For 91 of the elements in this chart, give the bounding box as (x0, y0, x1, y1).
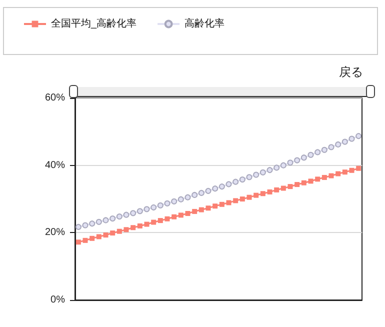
y-tick-label: 20% (44, 227, 66, 238)
point (116, 214, 122, 220)
point (280, 186, 286, 191)
point (96, 234, 102, 240)
point (246, 174, 252, 180)
point (260, 169, 266, 176)
point (178, 212, 184, 218)
point (171, 198, 178, 204)
point (116, 228, 122, 234)
point (198, 207, 204, 212)
point (212, 186, 218, 192)
point (151, 220, 156, 225)
point (150, 204, 157, 210)
point (219, 202, 224, 207)
point (294, 182, 300, 188)
point (137, 223, 142, 228)
point (96, 218, 102, 225)
point (328, 144, 334, 150)
point (192, 208, 198, 214)
point (267, 189, 272, 194)
point (144, 222, 150, 227)
point (158, 218, 163, 224)
point (301, 180, 306, 186)
point (280, 162, 286, 168)
point (232, 178, 239, 185)
legend-label: 高齢化率 (184, 18, 225, 30)
point (218, 184, 225, 190)
point (212, 204, 218, 209)
point (342, 170, 348, 175)
point (82, 238, 88, 243)
point (226, 181, 232, 188)
point (356, 133, 362, 140)
point (240, 196, 245, 202)
y-tick-label: 40% (44, 160, 66, 171)
point (348, 136, 355, 142)
point (76, 240, 81, 245)
point (164, 216, 170, 222)
point (336, 171, 341, 176)
point (89, 220, 96, 227)
point (206, 206, 211, 211)
point (124, 227, 129, 232)
point (287, 160, 294, 166)
point (75, 224, 82, 230)
point (294, 157, 300, 164)
point (308, 152, 314, 158)
point (246, 194, 252, 200)
legend-label: 全国平均_高齢化率 (51, 18, 137, 30)
point (184, 194, 191, 200)
point (198, 190, 204, 196)
point (110, 216, 116, 222)
point (314, 149, 321, 156)
point (185, 210, 190, 216)
point (321, 146, 328, 153)
point (157, 202, 164, 208)
point (226, 200, 232, 206)
point (335, 141, 342, 148)
point (315, 176, 320, 182)
point (192, 192, 198, 198)
point (356, 166, 362, 171)
point (308, 178, 314, 184)
point (178, 196, 184, 202)
y-tick-label: 0% (50, 294, 66, 306)
point (103, 232, 108, 238)
point (90, 236, 95, 241)
point (342, 138, 348, 145)
point (123, 212, 130, 218)
point (136, 208, 143, 214)
point (110, 230, 116, 236)
point (164, 200, 170, 206)
point (233, 198, 238, 204)
point (274, 187, 280, 192)
point (144, 206, 150, 212)
point (274, 164, 280, 171)
point (130, 225, 136, 230)
point (172, 214, 177, 220)
point (266, 167, 273, 174)
point (300, 154, 307, 161)
point (130, 210, 136, 216)
point (349, 168, 354, 173)
point (239, 176, 246, 182)
point (322, 174, 327, 180)
point (102, 217, 109, 224)
text: 戻る (339, 64, 363, 81)
point (253, 172, 260, 178)
point (260, 191, 266, 196)
point (254, 192, 259, 198)
point (288, 184, 293, 190)
point (205, 188, 212, 194)
point (82, 222, 88, 228)
point (328, 173, 334, 178)
y-tick-label: 60% (44, 92, 66, 104)
